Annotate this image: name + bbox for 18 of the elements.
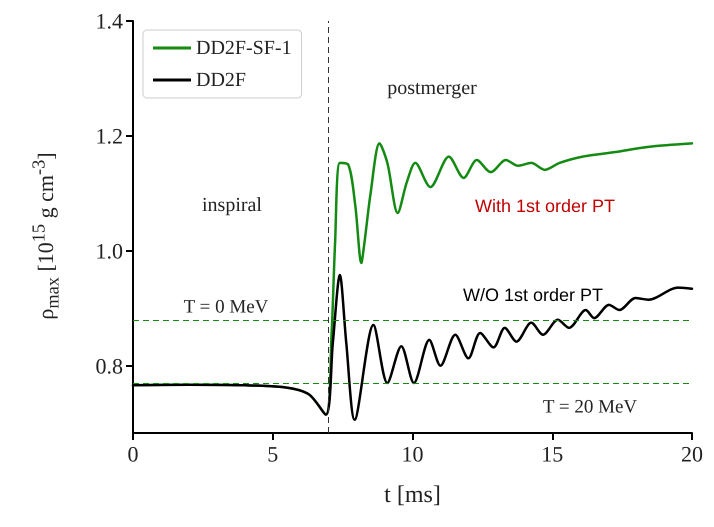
legend-label: DD2F-SF-1 [196, 37, 292, 59]
y-tick-label: 1.0 [96, 238, 123, 264]
legend-label: DD2F [196, 69, 246, 91]
annotation: T = 20 MeV [542, 396, 638, 418]
y-tick-label: 1.2 [96, 123, 123, 148]
annotation: postmerger [387, 77, 478, 99]
annotation: inspiral [202, 194, 262, 216]
y-tick-label: 1.4 [96, 8, 123, 34]
annotation: T = 0 MeV [184, 296, 269, 318]
x-tick-label: 10 [402, 442, 424, 466]
x-tick-label: 0 [128, 442, 138, 466]
x-axis-title: t [ms] [384, 482, 441, 508]
annotation: W/O 1st order PT [462, 285, 604, 305]
annotation: With 1st order PT [474, 196, 616, 216]
x-tick-label: 5 [267, 442, 278, 466]
x-tick-label: 20 [681, 442, 703, 466]
y-tick-label: 0.8 [96, 353, 123, 378]
x-tick-label: 15 [541, 442, 564, 466]
